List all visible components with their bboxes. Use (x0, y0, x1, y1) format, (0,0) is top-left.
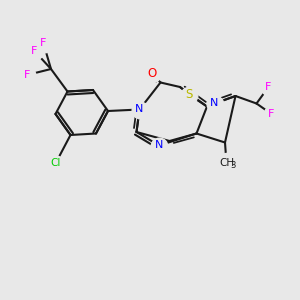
Text: F: F (31, 46, 38, 56)
Text: F: F (40, 38, 47, 49)
Text: F: F (24, 70, 30, 80)
Text: F: F (265, 82, 272, 92)
Text: 3: 3 (230, 161, 236, 170)
Text: CH: CH (219, 158, 234, 169)
Text: S: S (185, 88, 193, 101)
Text: Cl: Cl (50, 158, 61, 169)
Text: N: N (210, 98, 219, 109)
Text: O: O (147, 67, 156, 80)
Text: N: N (155, 140, 163, 151)
Text: F: F (268, 109, 275, 119)
Text: N: N (135, 104, 144, 115)
